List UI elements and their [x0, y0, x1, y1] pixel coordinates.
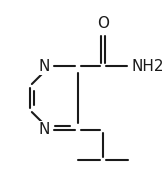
Text: N: N	[38, 122, 50, 137]
Text: O: O	[97, 16, 109, 31]
Text: NH2: NH2	[131, 59, 164, 74]
Text: N: N	[38, 59, 50, 74]
